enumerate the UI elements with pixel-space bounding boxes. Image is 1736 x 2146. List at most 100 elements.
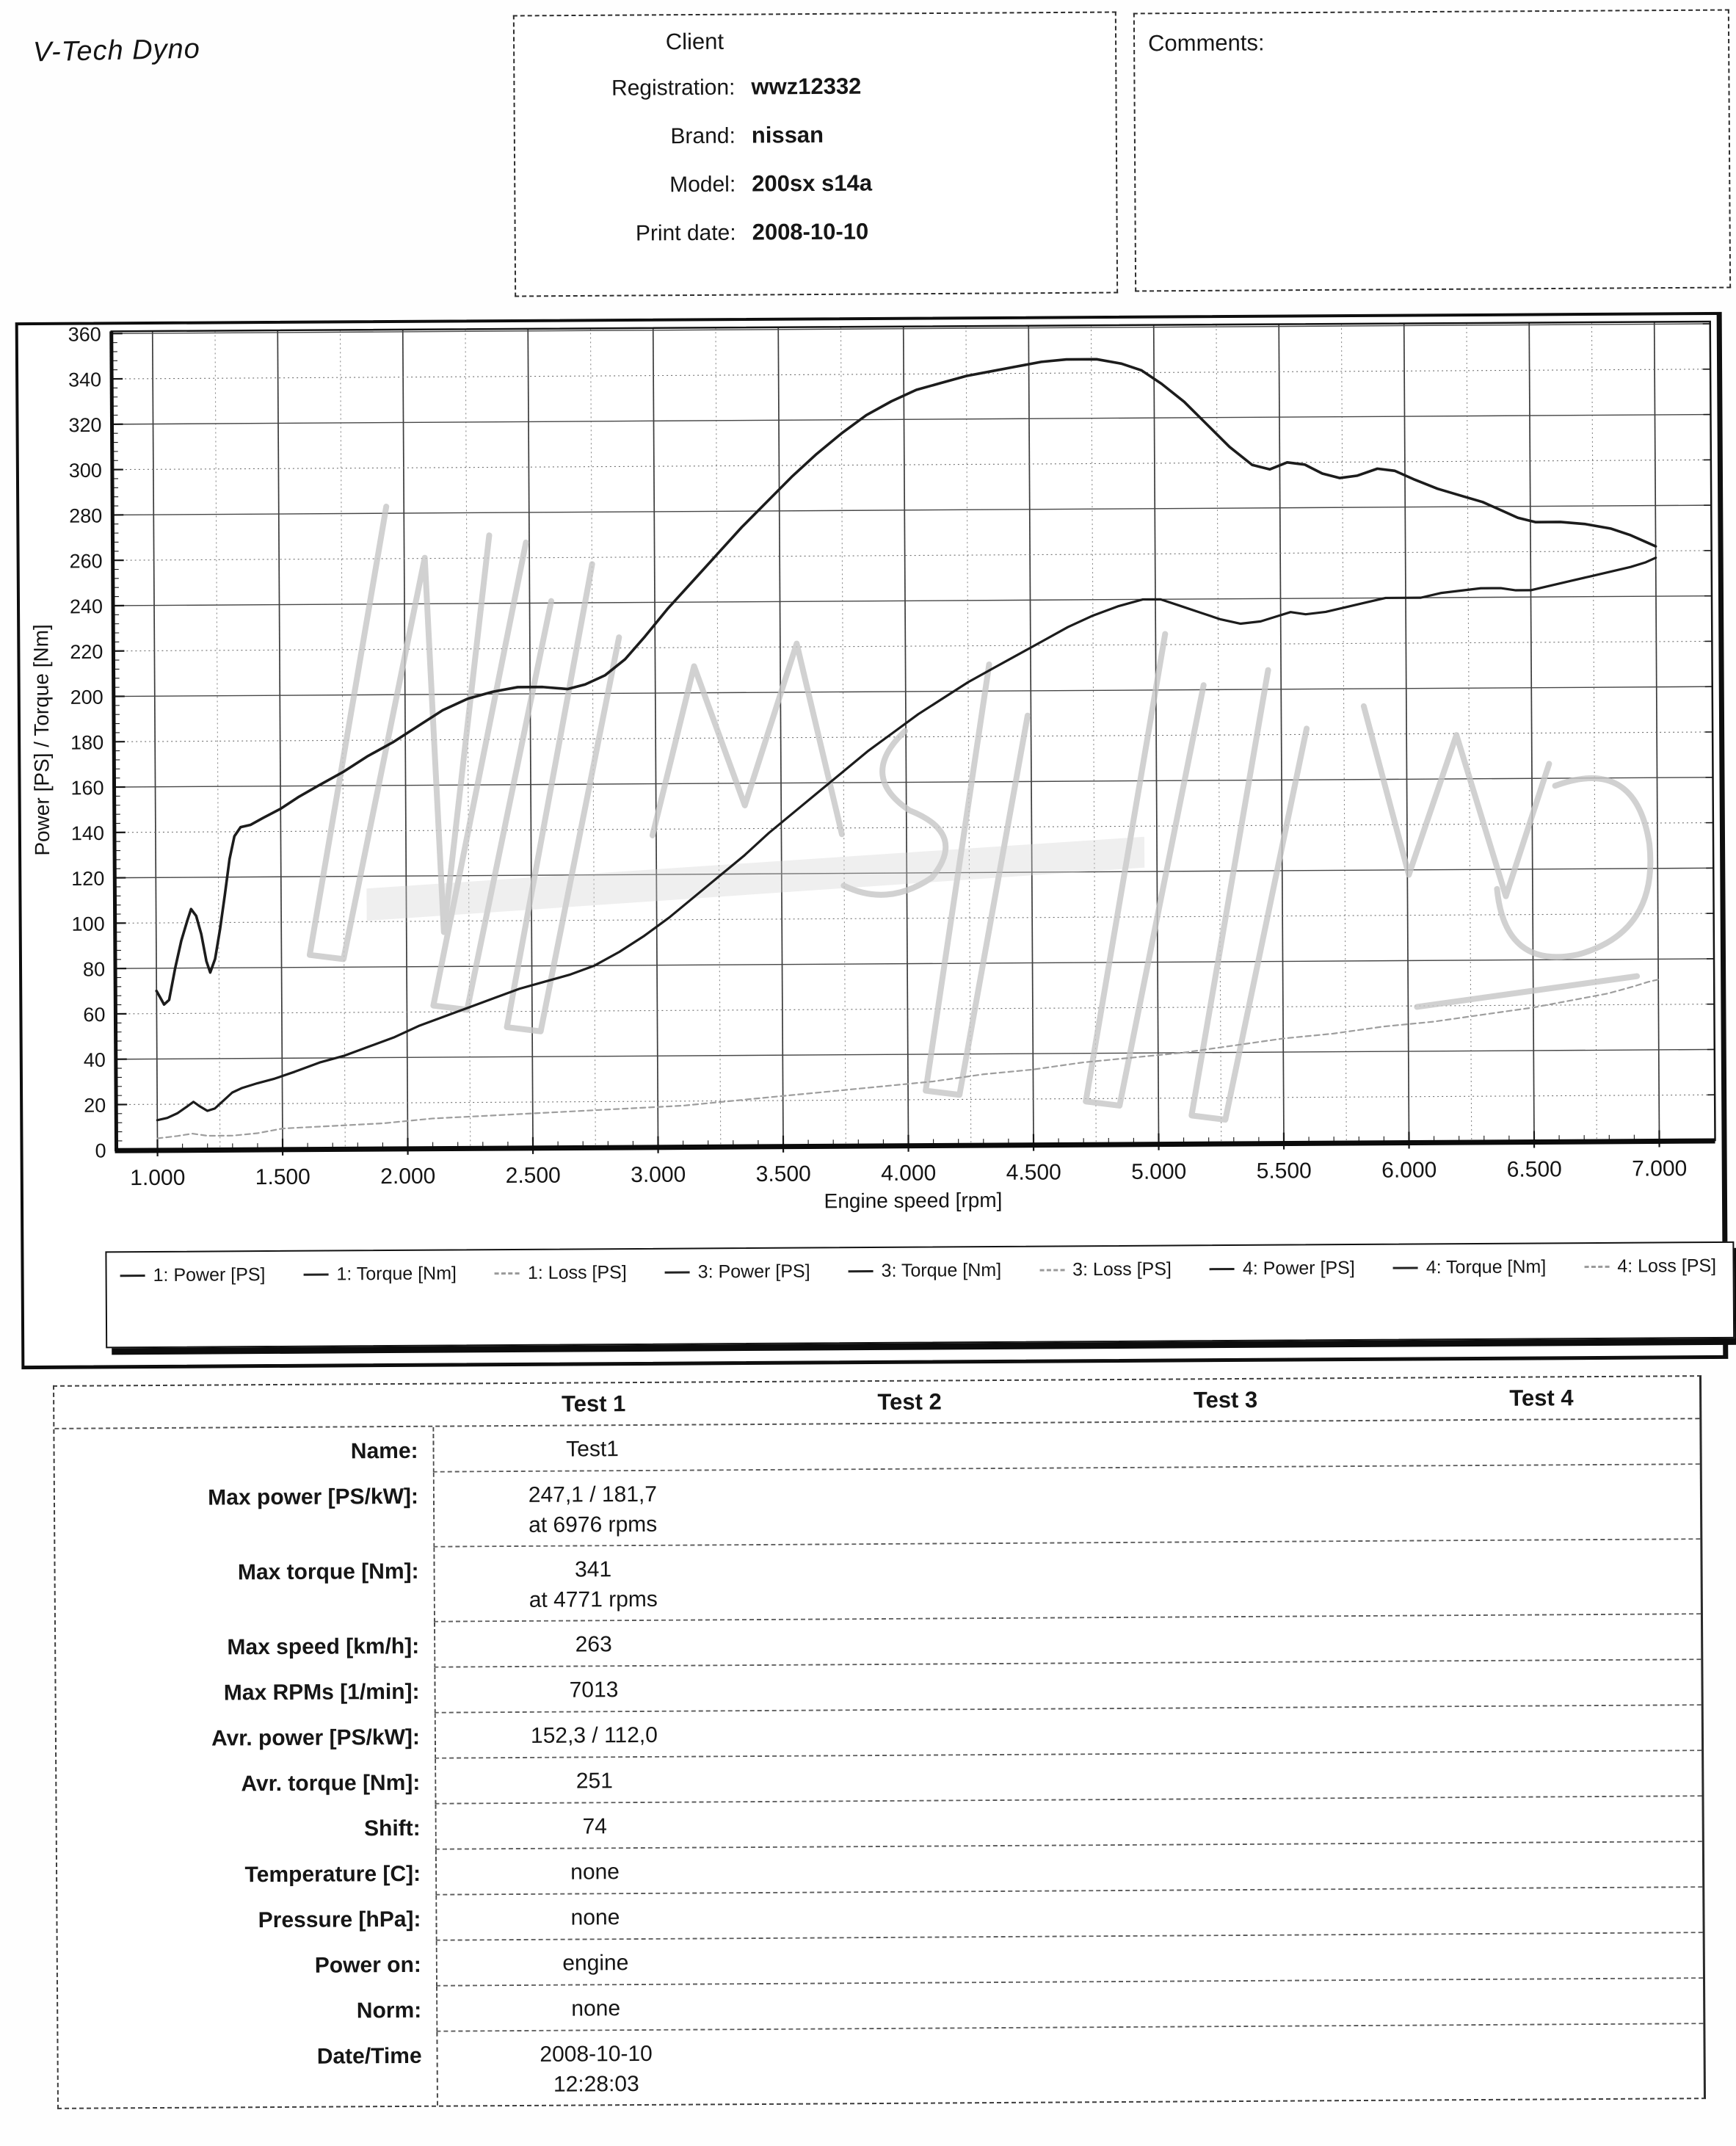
cell-line: none (570, 1905, 620, 1930)
x-tick-label: 1.000 (130, 1166, 185, 1190)
gridline-y (115, 958, 1715, 969)
legend-marker-icon (494, 1272, 520, 1275)
row-values: 247,1 / 181,7 at 6976 rpms (432, 1465, 1701, 1548)
gridline-y (115, 1004, 1715, 1015)
client-row-print-date: Print date: 2008-10-10 (516, 217, 1116, 247)
x-tick-label: 7.000 (1632, 1156, 1687, 1181)
client-box: Client Registration: wwz12332 Brand: nis… (512, 11, 1119, 297)
legend-item: 3: Power [PS] (664, 1259, 810, 1285)
row-label: Max speed [km/h]: (227, 1634, 420, 1660)
cell-line: 247,1 / 181,7 (528, 1482, 658, 1507)
row-values: 7013 (434, 1660, 1702, 1714)
cell-test1: 341 at 4771 rpms (435, 1545, 752, 1621)
cell-test3 (1067, 1421, 1383, 1468)
x-tick-label: 6.500 (1507, 1157, 1562, 1181)
gridline-x (214, 330, 221, 1150)
x-axis (115, 1138, 1715, 1153)
table-row: Max torque [Nm]: 341 at 4771 rpms (55, 1540, 1701, 1625)
row-label: Date/Time (316, 2043, 422, 2069)
cell-test1: 263 (435, 1620, 752, 1667)
cell-test3 (1067, 1467, 1384, 1543)
row-label: Avr. power [PS/kW]: (211, 1725, 421, 1751)
cell-test1: none (437, 1984, 754, 2031)
registration-label: Registration: (611, 75, 736, 101)
y-tick-label: 80 (83, 958, 105, 980)
cell-test4 (1385, 1705, 1702, 1752)
legend-item: 4: Power [PS] (1209, 1255, 1355, 1281)
gridline-x (652, 327, 659, 1147)
cell-line: 74 (582, 1814, 607, 1839)
gridline-y (112, 369, 1711, 380)
row-label: Pressure [hPa]: (258, 1907, 421, 1933)
cell-test3 (1068, 1617, 1384, 1663)
gridline-x (402, 329, 409, 1148)
cell-test4 (1385, 1797, 1702, 1843)
gridline-x (1653, 322, 1660, 1141)
row-values: none (435, 1888, 1703, 1941)
cell-test1: none (437, 1893, 753, 1940)
cell-test2 (754, 2028, 1071, 2103)
legend-item-label: 4: Power [PS] (1242, 1257, 1355, 1279)
cell-test2 (752, 1800, 1069, 1846)
series-3-loss-ps- (156, 979, 1660, 1139)
y-tick-label: 220 (70, 641, 103, 663)
cell-test2 (752, 1664, 1068, 1710)
gridline-y (115, 1048, 1715, 1060)
model-value: 200sx s14a (752, 170, 873, 197)
y-tick-label: 200 (70, 686, 103, 708)
cell-test3 (1069, 1844, 1386, 1891)
y-tick-label: 180 (70, 731, 103, 753)
cell-test3 (1070, 2026, 1387, 2102)
y-tick-label: 100 (72, 913, 105, 935)
row-label: Shift: (363, 1816, 421, 1841)
gridline-x (1090, 325, 1097, 1145)
cell-line: 2008-10-10 (540, 2041, 653, 2067)
gridline-x (589, 328, 596, 1148)
legend-item-label: 1: Torque [Nm] (336, 1262, 457, 1284)
gridline-y (116, 1094, 1715, 1106)
x-tick-label: 4.500 (1006, 1160, 1061, 1184)
gridline-y (113, 640, 1713, 652)
legend-item: 4: Torque [Nm] (1392, 1254, 1547, 1280)
legend-item-label: 4: Torque [Nm] (1426, 1255, 1547, 1277)
brand-value: nissan (751, 121, 824, 148)
cell-line: 12:28:03 (553, 2072, 639, 2097)
cell-test3 (1068, 1662, 1384, 1708)
gridline-x (1278, 324, 1285, 1143)
cell-test3 (1069, 1708, 1385, 1754)
legend-item: 1: Power [PS] (120, 1262, 266, 1288)
cell-line: engine (562, 1951, 629, 1976)
row-label: Name: (350, 1438, 418, 1464)
y-tick-label: 300 (69, 460, 102, 482)
gridline-x (1152, 325, 1160, 1144)
chart-legend: 1: Power [PS] 1: Torque [Nm] 1: Loss [PS] 3… (105, 1241, 1735, 1349)
legend-item-label: 3: Loss [PS] (1072, 1258, 1172, 1280)
cell-test2 (751, 1468, 1068, 1544)
legend-item: 4: Loss [PS] (1584, 1253, 1716, 1279)
header-spacer (54, 1405, 435, 1407)
cell-test4 (1383, 1419, 1699, 1465)
legend-marker-icon (1039, 1268, 1065, 1272)
app-logo: V-Tech Dyno (32, 33, 201, 68)
x-tick-label: 2.000 (380, 1164, 435, 1189)
cell-test2 (750, 1423, 1067, 1469)
table-row: Date/Time 2008-10-10 12:28:03 (58, 2024, 1704, 2108)
x-tick-label: 4.000 (881, 1161, 936, 1185)
row-label: Max torque [Nm]: (237, 1559, 419, 1585)
cell-line: 152,3 / 112,0 (530, 1722, 658, 1748)
y-tick-label: 280 (69, 505, 102, 527)
cell-test4 (1386, 1888, 1702, 1934)
cell-line: 7013 (569, 1678, 619, 1703)
client-row-brand: Brand: nissan (515, 120, 1116, 151)
row-values: 152,3 / 112,0 (434, 1705, 1702, 1759)
series-3-torque-nm- (155, 358, 1657, 1006)
print-date-label: Print date: (635, 220, 736, 246)
cell-test4 (1384, 1465, 1701, 1540)
row-label: Temperature [C]: (244, 1861, 421, 1888)
y-tick-label: 40 (84, 1049, 106, 1071)
cell-test4 (1387, 1979, 1703, 2025)
row-values: 263 (433, 1614, 1702, 1668)
cell-test3 (1067, 1542, 1384, 1617)
gridline-x (1591, 322, 1597, 1141)
dyno-chart: 0 20 40 60 80 100 120 140 160 180 200 220 240 260 280 3… (68, 320, 1716, 1190)
